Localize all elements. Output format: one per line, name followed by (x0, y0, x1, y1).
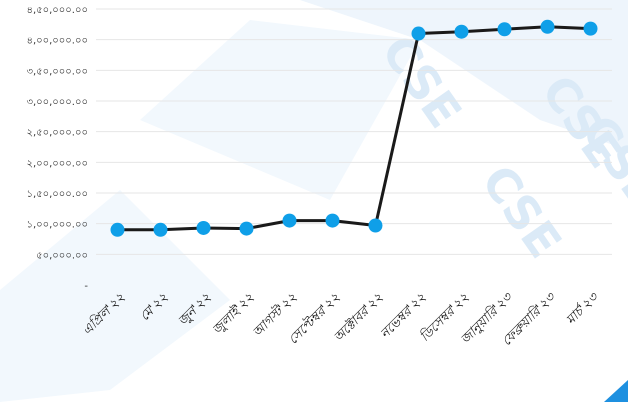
data-point (540, 19, 555, 34)
data-point (239, 221, 254, 236)
data-point (325, 213, 340, 228)
series-line (117, 25, 591, 232)
data-point (583, 21, 598, 36)
data-point (282, 213, 297, 228)
data-point (368, 218, 383, 233)
corner-decoration (604, 380, 628, 402)
watermark-text: CSE (471, 155, 572, 267)
y-tick-label: - (84, 281, 88, 292)
data-point (411, 26, 426, 41)
series (110, 19, 598, 237)
data-point (454, 24, 469, 39)
y-tick-label: ৩,০০,০০০.০০ (26, 97, 88, 108)
data-point (153, 222, 168, 237)
y-tick-label: ২,৫০,০০০.০০ (26, 128, 88, 139)
y-tick-label: ২,০০,০০০.০০ (26, 158, 88, 169)
y-tick-label: ১,৫০,০০০.০০ (26, 189, 88, 200)
y-tick-label: ৩,৫০,০০০.০০ (26, 66, 88, 77)
x-tick-label: মার্চ'২৩ (562, 288, 602, 328)
data-point (196, 220, 211, 235)
data-point (497, 22, 512, 37)
y-tick-label: ১,০০,০০০.০০ (26, 220, 88, 231)
y-tick-label: ৪,৫০,০০০.০০ (26, 5, 88, 16)
data-point (110, 222, 125, 237)
y-tick-label: ৪,০০,০০০.০০ (26, 36, 88, 47)
y-tick-label: ৫০,০০০.০০ (36, 250, 88, 261)
y-axis: - ৫০,০০০.০০ ১,০০,০০০.০০ ১,৫০,০০০.০০ ২,০০,০০০… (26, 5, 88, 292)
